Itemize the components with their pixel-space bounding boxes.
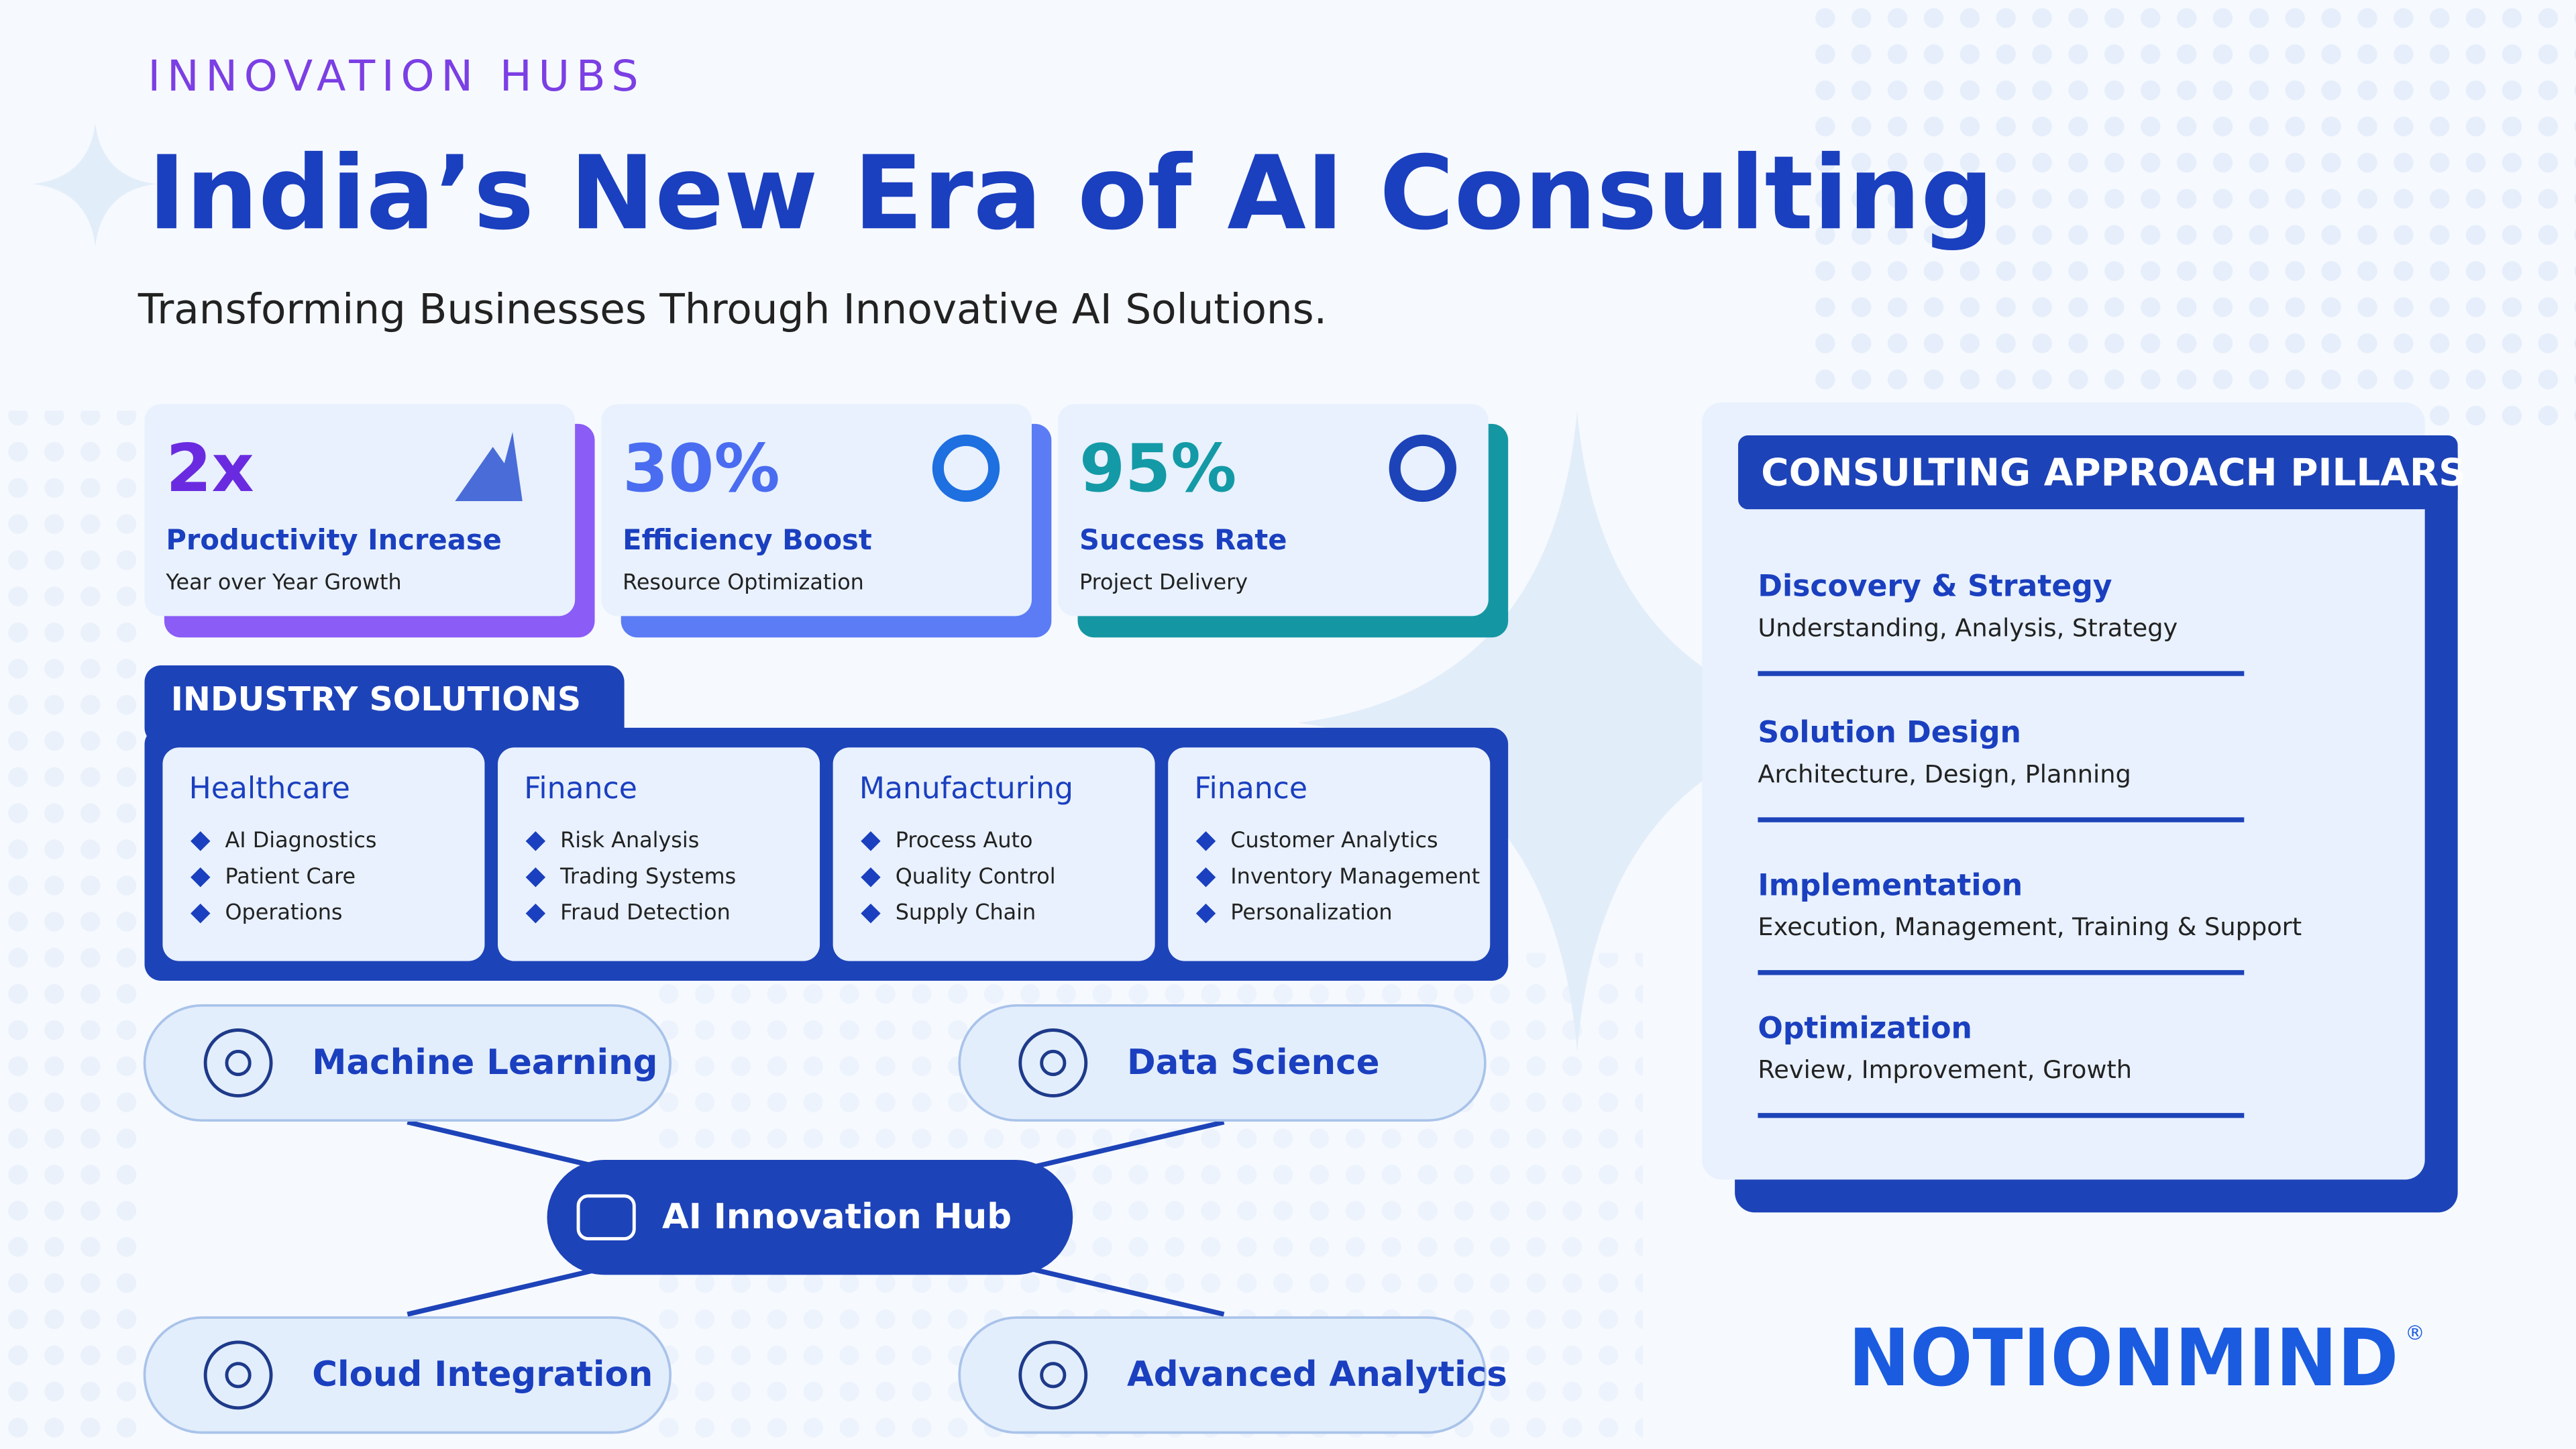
pillar-title: Discovery & Strategy	[1758, 570, 2112, 604]
title: India’s New Era of AI Consulting	[148, 133, 1994, 252]
bullet	[191, 903, 211, 924]
industry-item: Inventory Management	[1230, 863, 1480, 889]
stat-value: 95%	[1079, 431, 1236, 507]
pillar-title: Solution Design	[1758, 716, 2021, 750]
hub-node-label: Advanced Analytics	[1127, 1354, 1507, 1395]
bullet	[861, 903, 881, 924]
industry-title: Manufacturing	[859, 771, 1073, 806]
bullet	[525, 831, 546, 851]
node-icon	[225, 1049, 252, 1077]
pillar-panel	[1702, 402, 2425, 1180]
pillar-desc: Review, Improvement, Growth	[1758, 1055, 2132, 1084]
hub-icon	[576, 1194, 636, 1240]
stat-label: Efficiency Boost	[623, 523, 872, 556]
industry-card	[162, 747, 485, 961]
stat-sub: Project Delivery	[1079, 569, 1248, 594]
hub-node-label: Machine Learning	[312, 1042, 657, 1083]
panel-title: INDUSTRY SOLUTIONS	[171, 680, 581, 718]
stat-card	[601, 404, 1032, 616]
kicker: INNOVATION HUBS	[148, 52, 645, 101]
node-icon	[225, 1362, 252, 1389]
industry-item: Customer Analytics	[1230, 827, 1438, 853]
industry-item: Personalization	[1230, 900, 1392, 925]
industry-card	[498, 747, 820, 961]
stat-icon	[455, 432, 523, 501]
industry-item: Trading Systems	[559, 863, 736, 889]
bullet	[1195, 903, 1216, 924]
sparkle	[1297, 411, 1857, 1052]
hub-center	[547, 1159, 1073, 1275]
bullet	[861, 867, 881, 888]
industry-card	[1168, 747, 1491, 961]
industry-item: Patient Care	[225, 863, 356, 889]
industry-title: Finance	[1194, 771, 1307, 806]
stat-card	[144, 404, 576, 616]
node-icon	[1040, 1049, 1067, 1077]
hub-node	[958, 1004, 1487, 1122]
bullet	[525, 867, 546, 888]
sparkle	[32, 123, 156, 247]
bullet	[191, 867, 211, 888]
node-icon	[203, 1340, 273, 1410]
hub: Machine Learning Data Science Cloud Integr…	[143, 1004, 1507, 1434]
stat-label: Productivity Increase	[166, 523, 501, 556]
pillars: CONSULTING APPROACH PILLARS Discovery & S…	[1702, 402, 2466, 1213]
industry-item: Fraud Detection	[560, 900, 731, 925]
node-icon	[1018, 1340, 1088, 1410]
hub-node	[143, 1316, 672, 1434]
industry-title: Healthcare	[189, 771, 350, 806]
industry-card	[833, 747, 1155, 961]
industry-solutions: INDUSTRY SOLUTIONS Healthcare AI Diagnosti…	[144, 665, 1509, 981]
pillar-titlebar	[1738, 435, 2458, 510]
pillar-title: Optimization	[1758, 1012, 1972, 1046]
stat-sub: Year over Year Growth	[165, 569, 401, 594]
bullet	[861, 831, 881, 851]
stat-value: 30%	[623, 431, 780, 507]
industry-item: Quality Control	[896, 863, 1056, 889]
pillar-desc: Architecture, Design, Planning	[1758, 759, 2131, 788]
pillar-title: Implementation	[1758, 868, 2023, 902]
hub-node-label: Cloud Integration	[312, 1354, 653, 1395]
pillar-desc: Understanding, Analysis, Strategy	[1758, 613, 2178, 642]
logo: NOTIONMIND	[1848, 1312, 2398, 1404]
hub-node	[958, 1316, 1487, 1434]
dot-pattern	[1807, 0, 2576, 427]
stat-card	[1058, 404, 1489, 616]
node-icon	[1040, 1362, 1067, 1389]
stat-icon	[1389, 434, 1457, 502]
hub-node	[143, 1004, 672, 1122]
stat-sub: Resource Optimization	[623, 569, 864, 594]
hub-node-label: Data Science	[1127, 1042, 1379, 1083]
industry-item: Process Auto	[896, 827, 1033, 853]
pillar-desc: Execution, Management, Training & Suppor…	[1758, 912, 2302, 941]
subtitle: Transforming Businesses Through Innovati…	[138, 286, 1327, 333]
node-icon	[1018, 1028, 1088, 1097]
stat-value: 2x	[166, 431, 254, 507]
bullet	[1195, 867, 1216, 888]
industry-item: AI Diagnostics	[225, 827, 377, 853]
tab	[144, 665, 625, 745]
industry-item: Operations	[225, 900, 343, 925]
panel	[144, 727, 1509, 981]
node-icon	[203, 1028, 273, 1097]
logo-mark: ®	[2405, 1322, 2424, 1344]
bullet	[525, 903, 546, 924]
hub-center-label: AI Innovation Hub	[662, 1197, 1012, 1237]
stats: 2x Productivity Increase Year over Year Gr…	[144, 404, 1509, 638]
stat-icon	[932, 434, 1000, 502]
industry-title: Finance	[524, 771, 637, 806]
stat-label: Success Rate	[1079, 523, 1287, 556]
pillar-heading: CONSULTING APPROACH PILLARS	[1761, 451, 2465, 494]
bullet	[1195, 831, 1216, 851]
industry-item: Supply Chain	[896, 900, 1036, 925]
bullet	[191, 831, 211, 851]
dot-pattern	[0, 411, 148, 1449]
industry-item: Risk Analysis	[560, 827, 699, 853]
